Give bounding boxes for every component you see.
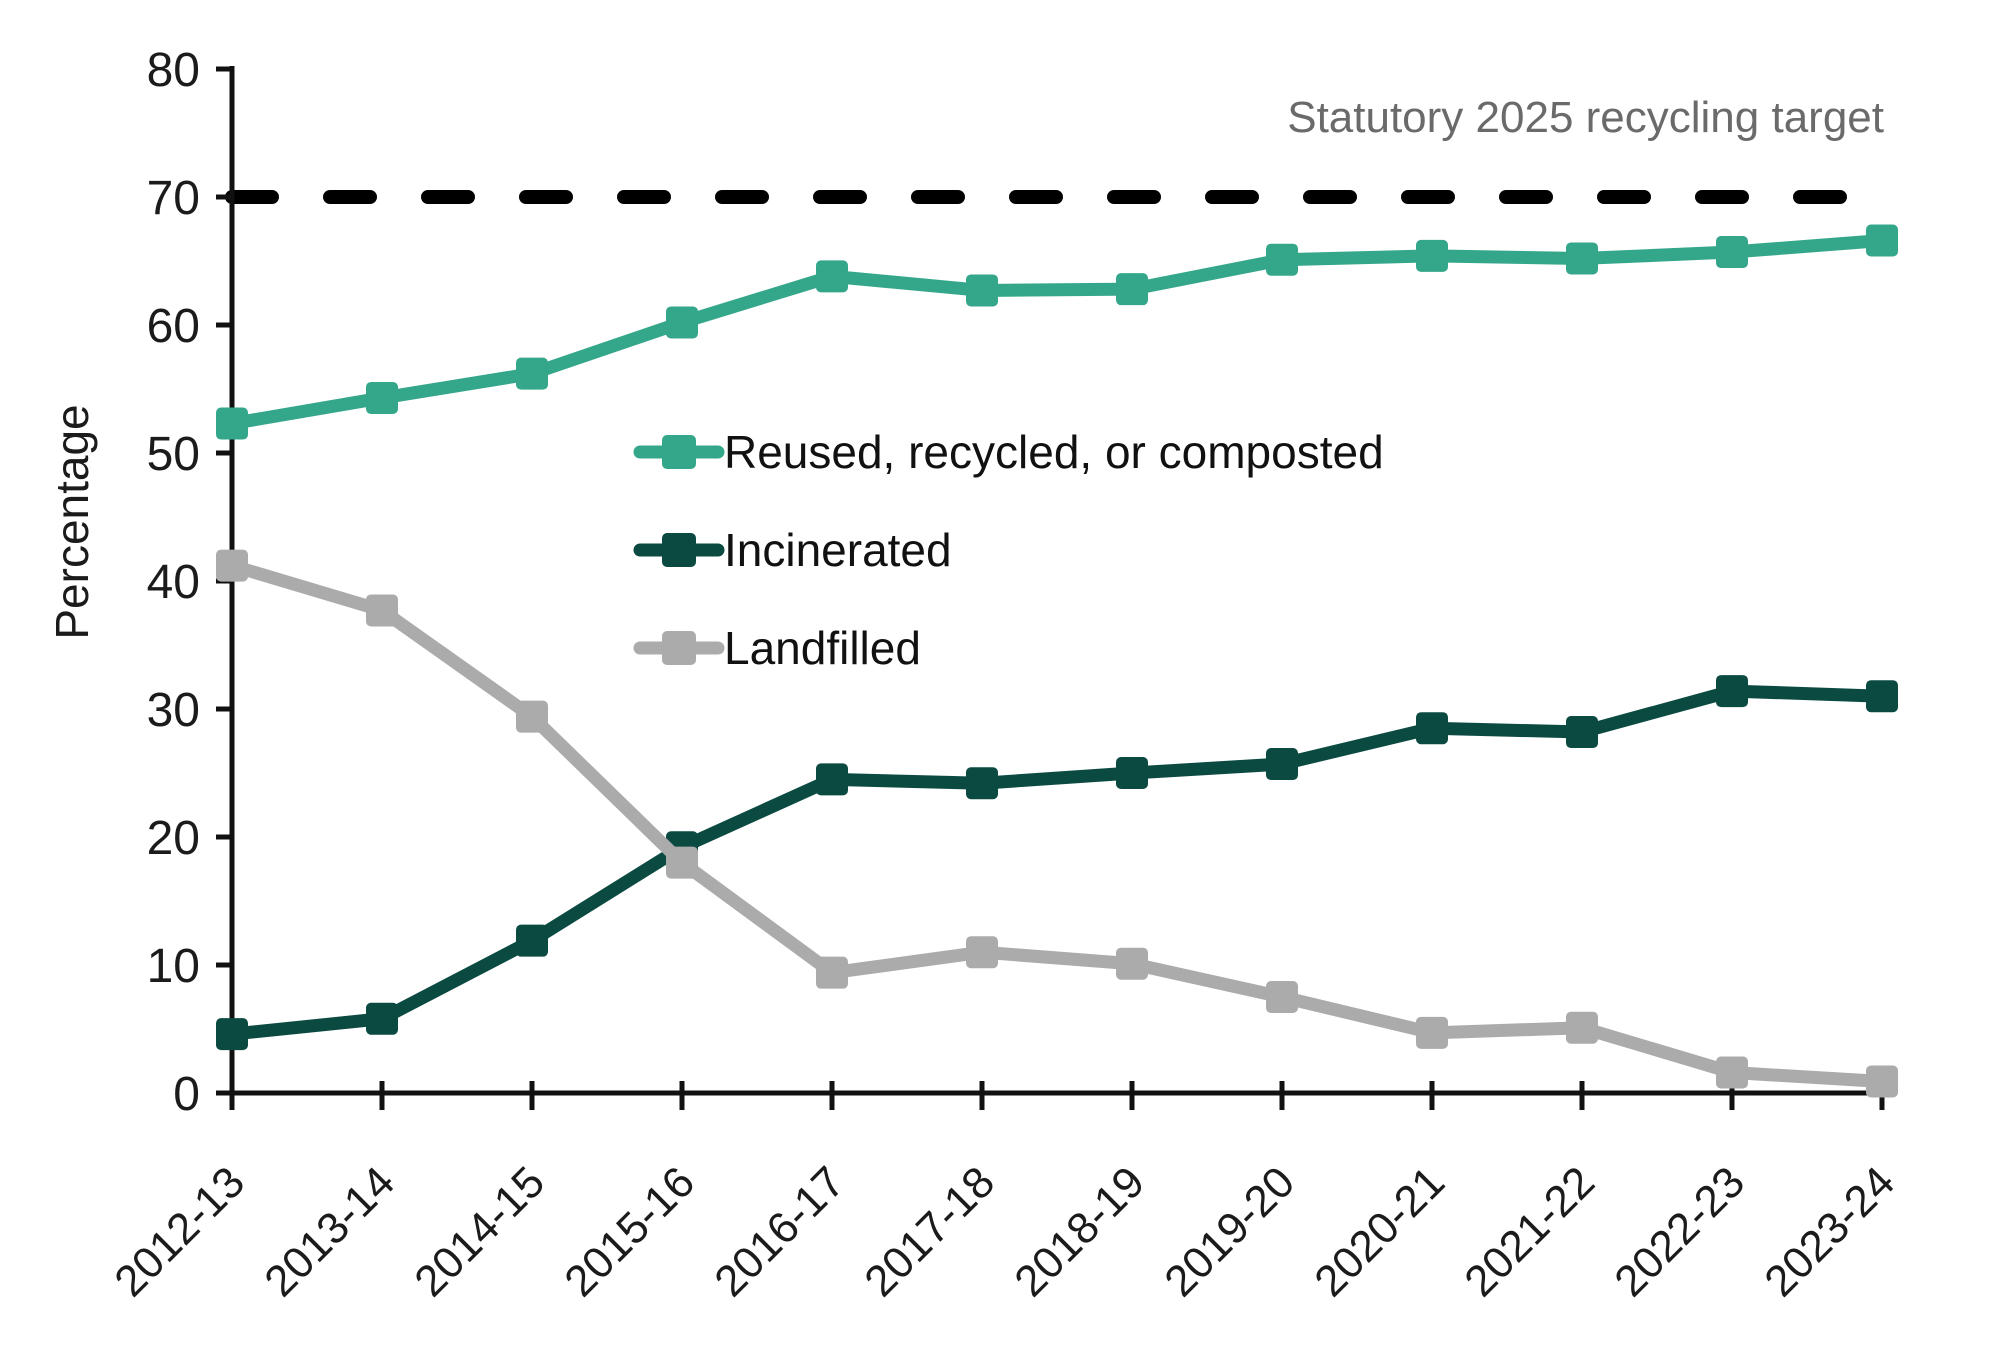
data-point-marker bbox=[1416, 1016, 1448, 1049]
y-tick-label: 40 bbox=[147, 556, 200, 609]
legend-marker-square bbox=[662, 435, 696, 469]
data-point-marker bbox=[366, 1002, 398, 1035]
target-line-label: Statutory 2025 recycling target bbox=[1287, 93, 1884, 142]
x-tick-label: 2022-23 bbox=[1605, 1157, 1754, 1306]
data-point-marker bbox=[1866, 680, 1898, 713]
y-tick-label: 70 bbox=[147, 172, 200, 225]
series-2 bbox=[216, 675, 1898, 1051]
series-line bbox=[225, 559, 1889, 1088]
data-point-marker bbox=[216, 1018, 248, 1051]
x-tick-label: 2018-19 bbox=[1005, 1157, 1154, 1306]
x-tick-label: 2023-24 bbox=[1755, 1157, 1904, 1306]
data-point-marker bbox=[1416, 712, 1448, 745]
series-3 bbox=[216, 549, 1898, 1098]
series-line bbox=[225, 684, 1889, 1041]
data-point-marker bbox=[366, 594, 398, 627]
data-point-marker bbox=[666, 846, 698, 879]
data-point-marker bbox=[1716, 1056, 1748, 1089]
x-tick-label: 2020-21 bbox=[1305, 1157, 1454, 1306]
legend-marker-square bbox=[662, 533, 696, 567]
data-point-marker bbox=[816, 763, 848, 796]
data-point-marker bbox=[516, 924, 548, 957]
legend-item: Reused, recycled, or composted bbox=[633, 426, 1384, 478]
x-tick-label: 2013-14 bbox=[255, 1157, 404, 1306]
y-axis-title: Percentage bbox=[46, 404, 98, 639]
data-point-marker bbox=[1866, 224, 1898, 257]
y-tick-label: 80 bbox=[147, 44, 200, 97]
x-tick-label: 2012-13 bbox=[105, 1157, 254, 1306]
data-point-marker bbox=[1716, 236, 1748, 269]
x-tick-label: 2016-17 bbox=[705, 1157, 854, 1306]
series-1 bbox=[216, 224, 1898, 440]
x-tick-label: 2021-22 bbox=[1455, 1157, 1604, 1306]
data-point-marker bbox=[1566, 716, 1598, 749]
data-point-marker bbox=[1566, 1011, 1598, 1044]
y-tick-label: 60 bbox=[147, 300, 200, 353]
data-point-marker bbox=[966, 274, 998, 307]
data-point-marker bbox=[1116, 757, 1148, 789]
legend-label: Landfilled bbox=[724, 622, 921, 674]
data-point-marker bbox=[1116, 947, 1148, 980]
y-tick-label: 0 bbox=[173, 1068, 200, 1121]
data-point-marker bbox=[366, 381, 398, 414]
y-tick-label: 10 bbox=[147, 940, 200, 993]
legend-label: Reused, recycled, or composted bbox=[724, 426, 1384, 478]
x-tick-label: 2014-15 bbox=[405, 1157, 554, 1306]
data-point-marker bbox=[516, 357, 548, 390]
legend-label: Incinerated bbox=[724, 524, 952, 576]
x-tick-label: 2019-20 bbox=[1155, 1157, 1304, 1306]
legend-item: Incinerated bbox=[633, 524, 952, 576]
y-tick-label: 30 bbox=[147, 684, 200, 737]
x-tick-label: 2015-16 bbox=[555, 1157, 704, 1306]
data-point-marker bbox=[1716, 675, 1748, 708]
data-point-marker bbox=[1116, 273, 1148, 306]
data-point-marker bbox=[816, 260, 848, 293]
data-point-marker bbox=[216, 407, 248, 440]
data-point-marker bbox=[1416, 239, 1448, 272]
data-point-marker bbox=[1566, 242, 1598, 275]
data-point-marker bbox=[966, 936, 998, 969]
series-line bbox=[225, 234, 1889, 431]
y-tick-label: 20 bbox=[147, 812, 200, 865]
y-tick-label: 50 bbox=[147, 428, 200, 481]
legend-marker-square bbox=[662, 631, 696, 665]
data-point-marker bbox=[216, 549, 248, 582]
data-point-marker bbox=[1266, 748, 1298, 781]
x-tick-label: 2017-18 bbox=[855, 1157, 1004, 1306]
legend-item: Landfilled bbox=[633, 622, 921, 674]
data-point-marker bbox=[1866, 1065, 1898, 1098]
data-point-marker bbox=[1266, 243, 1298, 276]
data-point-marker bbox=[816, 956, 848, 989]
data-point-marker bbox=[666, 306, 698, 339]
data-point-marker bbox=[966, 767, 998, 800]
data-point-marker bbox=[516, 700, 548, 733]
data-point-marker bbox=[1266, 981, 1298, 1013]
